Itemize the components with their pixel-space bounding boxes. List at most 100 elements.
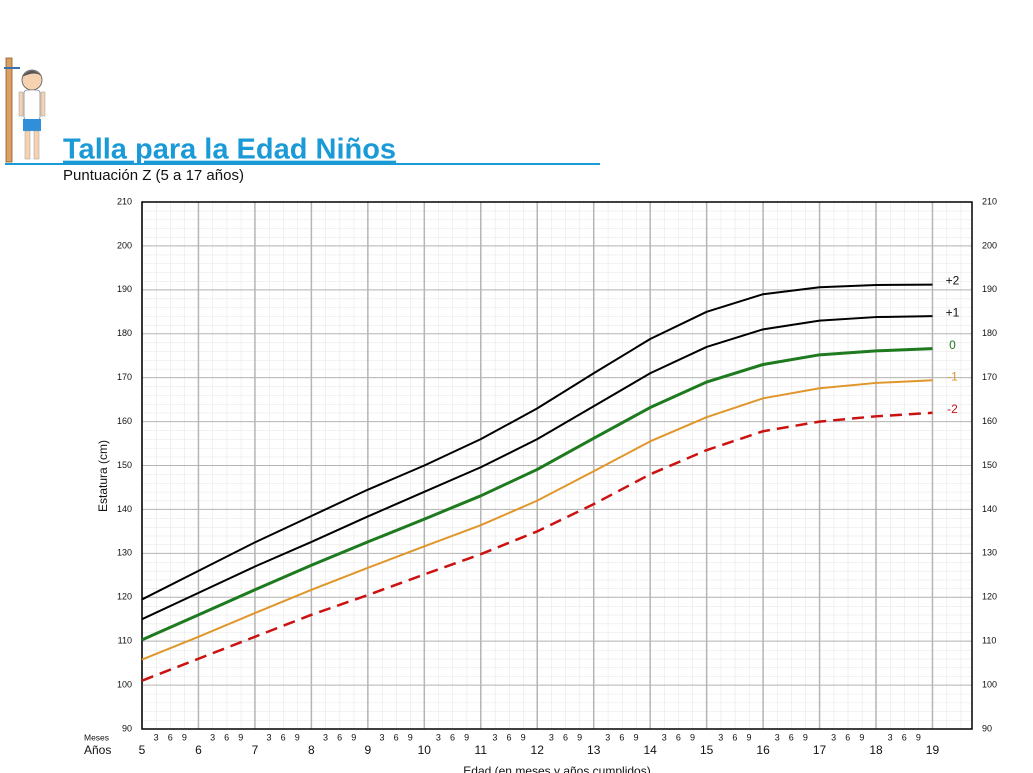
- month-tick-label: 3: [549, 732, 554, 742]
- month-tick-label: 3: [492, 732, 497, 742]
- y2-tick-label: 120: [982, 592, 997, 602]
- month-tick-label: 6: [337, 732, 342, 742]
- month-tick-label: 3: [210, 732, 215, 742]
- y-tick-label: 140: [117, 504, 132, 514]
- month-tick-label: 9: [577, 732, 582, 742]
- month-tick-label: 3: [379, 732, 384, 742]
- month-tick-label: 6: [619, 732, 624, 742]
- y2-tick-label: 200: [982, 240, 997, 250]
- y2-tick-label: 180: [982, 328, 997, 338]
- plot-frame: [141, 201, 973, 730]
- y2-tick-label: 170: [982, 372, 997, 382]
- y-tick-label: 130: [117, 548, 132, 558]
- y2-tick-label: 210: [982, 196, 997, 206]
- month-tick-label: 9: [859, 732, 864, 742]
- x-tick-label: 18: [869, 743, 883, 757]
- x-tick-label: 5: [139, 743, 146, 757]
- chart-title: Talla para la Edad Niños: [63, 134, 396, 166]
- month-tick-label: 6: [676, 732, 681, 742]
- month-tick-label: 6: [506, 732, 511, 742]
- x-tick-label: 9: [365, 743, 372, 757]
- month-tick-label: 9: [295, 732, 300, 742]
- y-tick-label: 210: [117, 196, 132, 206]
- y-tick-label: 180: [117, 328, 132, 338]
- y-tick-label: 150: [117, 460, 132, 470]
- x-tick-label: 8: [308, 743, 315, 757]
- month-tick-label: 9: [746, 732, 751, 742]
- month-tick-label: 3: [775, 732, 780, 742]
- month-tick-label: 6: [902, 732, 907, 742]
- y2-tick-label: 190: [982, 284, 997, 294]
- legend-label: 0: [949, 338, 956, 352]
- month-tick-label: 9: [803, 732, 808, 742]
- x-tick-label: 7: [252, 743, 259, 757]
- month-tick-label: 6: [732, 732, 737, 742]
- month-tick-label: 6: [224, 732, 229, 742]
- series-line: [141, 347, 933, 642]
- series-line: [141, 315, 933, 621]
- x-tick-label: 10: [418, 743, 432, 757]
- months-row-label: Meses: [84, 732, 109, 742]
- y2-tick-label: 90: [982, 723, 992, 733]
- month-tick-label: 6: [563, 732, 568, 742]
- month-tick-label: 6: [394, 732, 399, 742]
- month-tick-label: 9: [464, 732, 469, 742]
- legend-label: +2: [946, 274, 960, 288]
- month-tick-label: 3: [831, 732, 836, 742]
- month-tick-label: 9: [351, 732, 356, 742]
- month-tick-label: 3: [154, 732, 159, 742]
- x-tick-label: 19: [926, 743, 940, 757]
- month-tick-label: 9: [916, 732, 921, 742]
- month-tick-label: 6: [168, 732, 173, 742]
- month-tick-label: 3: [888, 732, 893, 742]
- month-tick-label: 3: [718, 732, 723, 742]
- chart-subtitle: Puntuación Z (5 a 17 años): [63, 167, 244, 184]
- x-tick-label: 6: [195, 743, 202, 757]
- y-axis-label: Estatura (cm): [96, 440, 110, 512]
- month-tick-label: 6: [450, 732, 455, 742]
- month-tick-label: 6: [281, 732, 286, 742]
- series-line: [141, 283, 933, 601]
- month-tick-label: 9: [690, 732, 695, 742]
- month-tick-label: 6: [845, 732, 850, 742]
- years-row-label: Años: [84, 743, 111, 757]
- boy-icon: [4, 57, 46, 163]
- month-tick-label: 3: [267, 732, 272, 742]
- month-tick-label: 6: [789, 732, 794, 742]
- month-tick-label: 3: [436, 732, 441, 742]
- x-axis-label: Edad (en meses y años cumplidos): [463, 764, 650, 773]
- x-tick-label: 13: [587, 743, 601, 757]
- series-line: [141, 379, 933, 661]
- y-tick-label: 90: [122, 723, 132, 733]
- legend-label: -2: [947, 402, 958, 416]
- y2-tick-label: 140: [982, 504, 997, 514]
- y-tick-label: 100: [117, 679, 132, 689]
- month-tick-label: 3: [662, 732, 667, 742]
- month-tick-label: 9: [634, 732, 639, 742]
- y2-tick-label: 160: [982, 416, 997, 426]
- x-tick-label: 16: [756, 743, 770, 757]
- y-tick-label: 170: [117, 372, 132, 382]
- month-tick-label: 3: [323, 732, 328, 742]
- y-tick-label: 160: [117, 416, 132, 426]
- x-tick-label: 15: [700, 743, 714, 757]
- x-tick-label: 17: [813, 743, 827, 757]
- y-tick-label: 190: [117, 284, 132, 294]
- y2-tick-label: 110: [982, 636, 996, 646]
- y2-tick-label: 130: [982, 548, 997, 558]
- y-tick-label: 120: [117, 592, 132, 602]
- x-tick-label: 14: [643, 743, 657, 757]
- y2-tick-label: 150: [982, 460, 997, 470]
- y-tick-label: 200: [117, 240, 132, 250]
- x-tick-label: 12: [531, 743, 545, 757]
- month-tick-label: 9: [238, 732, 243, 742]
- month-tick-label: 9: [521, 732, 526, 742]
- y2-tick-label: 100: [982, 679, 997, 689]
- month-tick-label: 9: [408, 732, 413, 742]
- legend-label: -1: [947, 369, 958, 383]
- x-tick-label: 11: [475, 743, 488, 757]
- month-tick-label: 3: [605, 732, 610, 742]
